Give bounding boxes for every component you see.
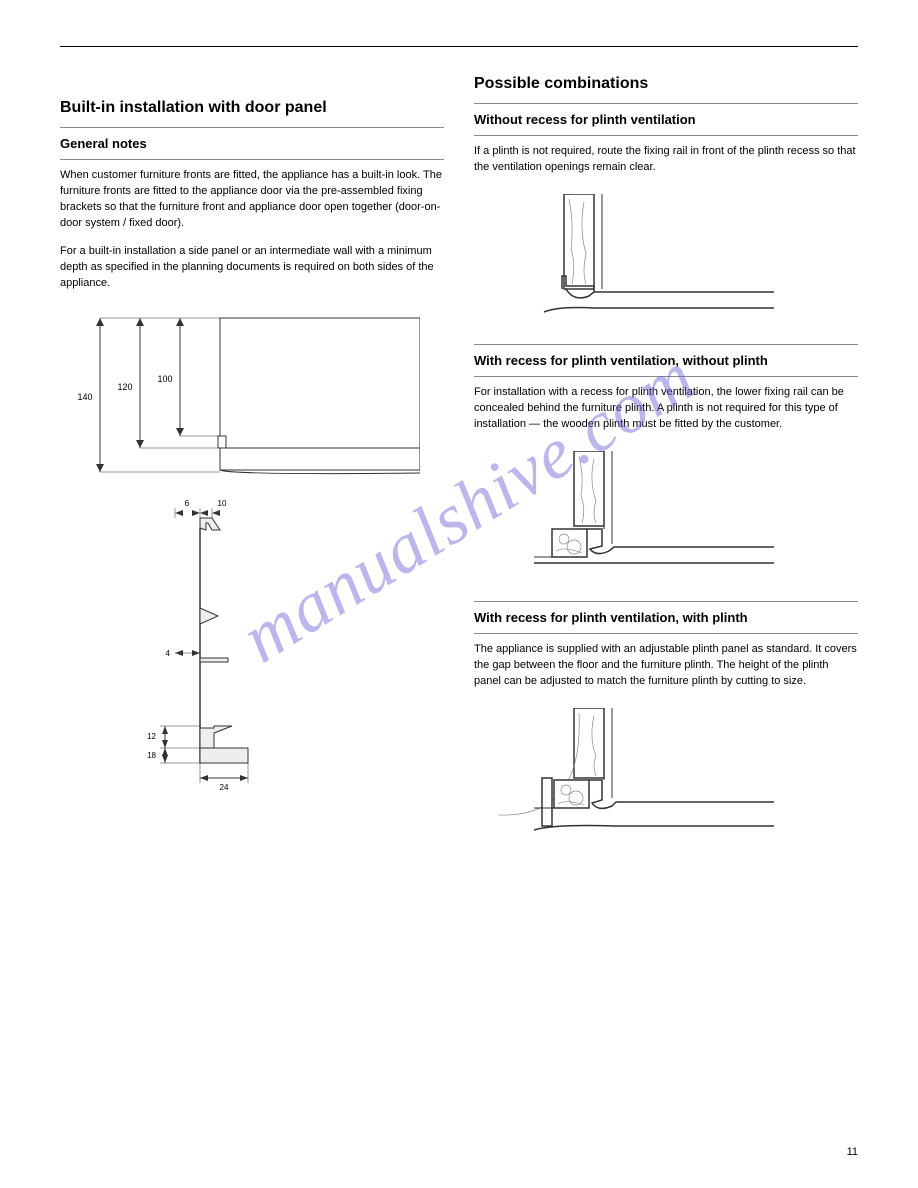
- left-subtitle: General notes: [60, 136, 444, 151]
- right-section-title: Possible combinations: [474, 75, 858, 93]
- dim-label: 140: [77, 392, 92, 402]
- body-paragraph: When customer furniture fronts are fitte…: [60, 168, 444, 232]
- figure-plinth-with-panel: [474, 708, 858, 858]
- left-section-title: Built-in installation with door panel: [60, 99, 444, 117]
- dim-label: 10: [218, 499, 227, 508]
- separator: [60, 159, 444, 160]
- figure-plinth-none: [474, 194, 858, 334]
- block1-subtitle: Without recess for plinth ventilation: [474, 112, 858, 127]
- top-rule: [60, 46, 858, 47]
- dim-label: 12: [147, 732, 156, 741]
- block2-subtitle: With recess for plinth ventilation, with…: [474, 353, 858, 368]
- body-paragraph: For installation with a recess for plint…: [474, 385, 858, 433]
- figure-plinth-recess: [474, 451, 858, 591]
- separator: [474, 344, 858, 345]
- separator: [474, 601, 858, 602]
- dim-label: 24: [220, 783, 229, 792]
- left-column: Built-in installation with door panel Ge…: [60, 75, 444, 868]
- body-paragraph: The appliance is supplied with an adjust…: [474, 642, 858, 690]
- figure-elevation: 140 120 100: [60, 310, 444, 480]
- body-paragraph: For a built-in installation a side panel…: [60, 244, 444, 292]
- separator: [60, 127, 444, 128]
- body-paragraph: If a plinth is not required, route the f…: [474, 144, 858, 176]
- dim-label: 4: [166, 649, 171, 658]
- dim-label: 100: [157, 374, 172, 384]
- separator: [474, 103, 858, 104]
- separator: [474, 135, 858, 136]
- dim-label: 6: [185, 499, 190, 508]
- dim-label: 18: [147, 751, 156, 760]
- figure-profile: 6 10 4: [60, 498, 444, 798]
- block3-subtitle: With recess for plinth ventilation, with…: [474, 610, 858, 625]
- page-content: Built-in installation with door panel Ge…: [60, 46, 858, 868]
- dim-label: 120: [117, 382, 132, 392]
- two-column-layout: Built-in installation with door panel Ge…: [60, 75, 858, 868]
- page-number: 11: [847, 1146, 858, 1158]
- separator: [474, 633, 858, 634]
- separator: [474, 376, 858, 377]
- right-column: Possible combinations Without recess for…: [474, 75, 858, 868]
